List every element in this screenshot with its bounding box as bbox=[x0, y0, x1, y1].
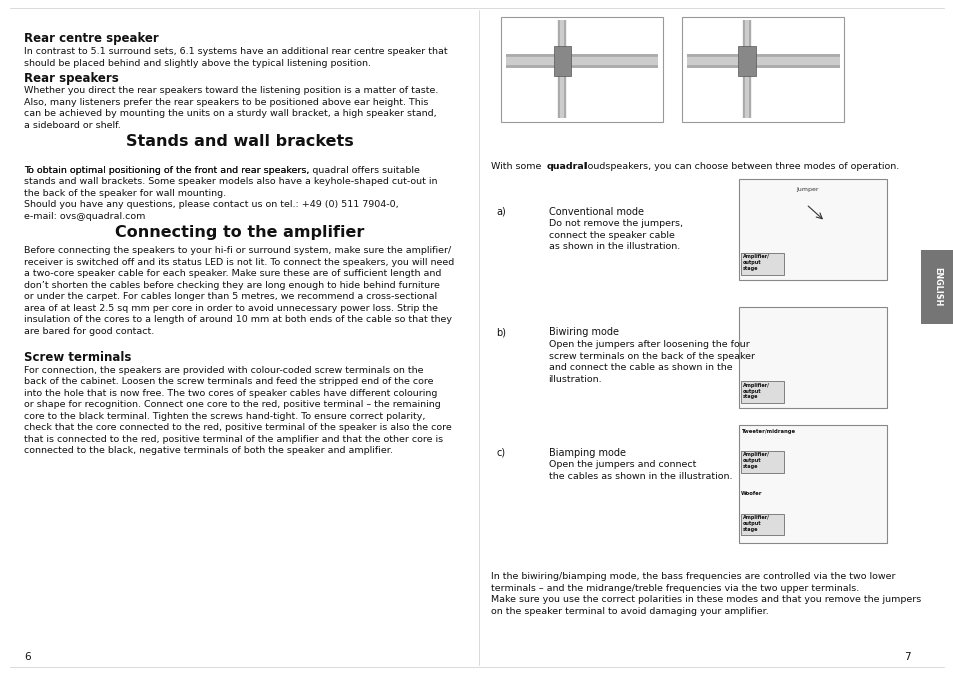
Bar bbox=[500, 17, 662, 122]
Text: Biamping mode: Biamping mode bbox=[548, 448, 625, 458]
Text: Tweeter/midrange: Tweeter/midrange bbox=[740, 429, 795, 433]
Bar bbox=[740, 451, 783, 472]
Text: Open the jumpers after loosening the four
screw terminals on the back of the spe: Open the jumpers after loosening the fou… bbox=[548, 340, 754, 383]
Text: ENGLISH: ENGLISH bbox=[932, 267, 941, 306]
Text: c): c) bbox=[496, 448, 505, 458]
Text: loudspeakers, you can choose between three modes of operation.: loudspeakers, you can choose between thr… bbox=[584, 162, 898, 171]
Bar bbox=[554, 46, 571, 76]
Text: Amplifier/
output
stage: Amplifier/ output stage bbox=[742, 383, 769, 400]
Text: With some: With some bbox=[491, 162, 544, 171]
Text: In contrast to 5.1 surround sets, 6.1 systems have an additional rear centre spe: In contrast to 5.1 surround sets, 6.1 sy… bbox=[24, 47, 447, 68]
Text: Whether you direct the rear speakers toward the listening position is a matter o: Whether you direct the rear speakers tow… bbox=[24, 86, 437, 130]
Text: Amplifier/
output
stage: Amplifier/ output stage bbox=[742, 515, 769, 532]
Text: 7: 7 bbox=[903, 651, 910, 662]
Bar bbox=[740, 514, 783, 535]
Text: Rear speakers: Rear speakers bbox=[24, 72, 118, 85]
Bar bbox=[920, 250, 953, 324]
Text: Do not remove the jumpers,
connect the speaker cable
as shown in the illustratio: Do not remove the jumpers, connect the s… bbox=[548, 219, 681, 251]
Text: Rear centre speaker: Rear centre speaker bbox=[24, 32, 158, 45]
Bar bbox=[738, 46, 755, 76]
Bar bbox=[739, 179, 886, 280]
Text: To obtain optimal positioning of the front and rear speakers, quadral offers sui: To obtain optimal positioning of the fro… bbox=[24, 166, 436, 221]
Text: Conventional mode: Conventional mode bbox=[548, 207, 643, 217]
Bar bbox=[739, 307, 886, 408]
Text: Connecting to the amplifier: Connecting to the amplifier bbox=[114, 225, 364, 240]
Text: To obtain optimal positioning of the front and rear speakers,: To obtain optimal positioning of the fro… bbox=[24, 166, 312, 175]
Text: 6: 6 bbox=[24, 651, 30, 662]
Text: Jumper: Jumper bbox=[796, 187, 819, 192]
Bar bbox=[681, 17, 843, 122]
Text: a): a) bbox=[496, 207, 505, 217]
Text: b): b) bbox=[496, 327, 505, 338]
Text: In the biwiring/biamping mode, the bass frequencies are controlled via the two l: In the biwiring/biamping mode, the bass … bbox=[491, 572, 921, 616]
Text: Stands and wall brackets: Stands and wall brackets bbox=[126, 134, 353, 148]
Bar bbox=[739, 425, 886, 543]
Text: Open the jumpers and connect
the cables as shown in the illustration.: Open the jumpers and connect the cables … bbox=[548, 460, 731, 481]
Text: Before connecting the speakers to your hi-fi or surround system, make sure the a: Before connecting the speakers to your h… bbox=[24, 246, 454, 335]
Text: Amplifier/
output
stage: Amplifier/ output stage bbox=[742, 452, 769, 469]
Text: Amplifier/
output
stage: Amplifier/ output stage bbox=[742, 254, 769, 271]
Bar bbox=[740, 381, 783, 403]
Text: Biwiring mode: Biwiring mode bbox=[548, 327, 618, 338]
Text: For connection, the speakers are provided with colour-coded screw terminals on t: For connection, the speakers are provide… bbox=[24, 366, 451, 455]
Bar bbox=[740, 253, 783, 275]
Text: Screw terminals: Screw terminals bbox=[24, 351, 132, 364]
Text: Woofer: Woofer bbox=[740, 491, 762, 496]
Text: quadral: quadral bbox=[546, 162, 587, 171]
